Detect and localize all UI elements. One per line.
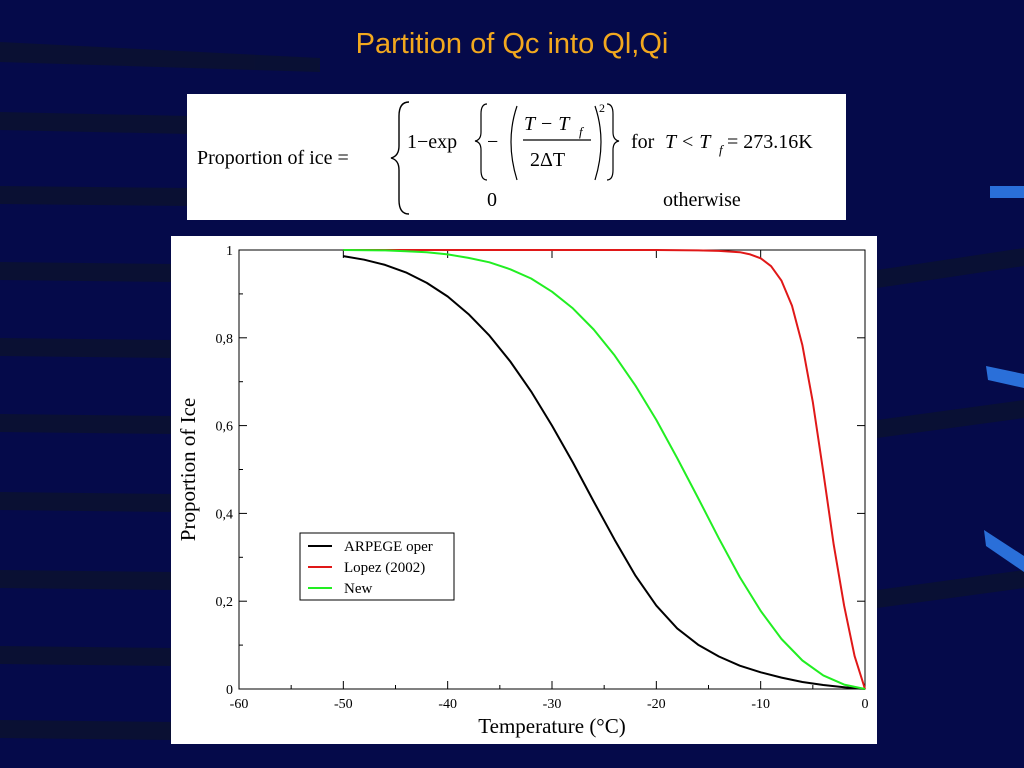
series-line-0 [343, 255, 866, 690]
x-tick-label: -20 [647, 697, 666, 712]
background-stripes [0, 42, 1024, 740]
formula: Proportion of ice = 1−exp − T − T f 2ΔT … [197, 101, 813, 215]
line-chart: -60 -50 -40 -30 -20 -10 0 0 0,2 0,4 0,6 0,8 1 Temper… [176, 244, 869, 738]
formula-right-paren [594, 105, 602, 181]
legend-label: Lopez (2002) [344, 560, 425, 576]
formula-condition-subscript: f [719, 142, 725, 157]
series-lines [343, 249, 866, 690]
x-tick-label: -60 [230, 697, 249, 712]
y-tick-label: 0 [226, 683, 233, 698]
background-accent-marks [984, 186, 1024, 572]
formula-condition: T < T [665, 131, 712, 153]
formula-case-brace [390, 101, 410, 215]
chart-panel: -60 -50 -40 -30 -20 -10 0 0 0,2 0,4 0,6 0,8 1 Temper… [171, 236, 877, 744]
y-tick-label: 0,6 [216, 420, 234, 435]
y-tick-label: 0,2 [216, 595, 234, 610]
formula-inner-brace [474, 103, 488, 181]
plot-area-frame [238, 249, 866, 690]
axis-ticks: -60 -50 -40 -30 -20 -10 0 0 0,2 0,4 0,6 0,8 1 [216, 244, 869, 712]
formula-for-keyword: for [631, 131, 655, 153]
series-line-2 [343, 249, 866, 690]
x-tick-label: -50 [334, 697, 353, 712]
formula-minus-sign: − [487, 131, 498, 153]
x-tick-label: -30 [543, 697, 562, 712]
formula-numerator: T − T [524, 113, 571, 135]
y-tick-label: 0,8 [216, 332, 234, 347]
x-tick-label: -40 [438, 697, 457, 712]
legend-label: ARPEGE oper [344, 539, 433, 555]
series-line-1 [343, 249, 866, 690]
y-tick-label: 1 [226, 244, 233, 259]
legend-label: New [344, 581, 372, 597]
slide-title: Partition of Qc into Ql,Qi [355, 28, 669, 60]
formula-lhs: Proportion of ice = [197, 147, 349, 169]
formula-box: Proportion of ice = 1−exp − T − T f 2ΔT … [187, 94, 846, 220]
x-axis-label: Temperature (°C) [478, 714, 625, 738]
formula-condition-value: = 273.16K [727, 131, 813, 153]
y-tick-label: 0,4 [216, 507, 234, 522]
y-axis-label: Proportion of Ice [176, 398, 200, 541]
formula-case2-condition: otherwise [663, 189, 741, 211]
x-tick-label: 0 [862, 697, 869, 712]
formula-left-paren [510, 105, 518, 181]
formula-case2-value: 0 [487, 189, 497, 211]
formula-denominator: 2ΔT [530, 149, 565, 171]
chart-legend: ARPEGE oper Lopez (2002) New [299, 532, 455, 601]
formula-inner-brace-close [606, 103, 620, 181]
formula-exponent: 2 [599, 101, 605, 115]
x-tick-label: -10 [751, 697, 770, 712]
formula-one-minus-exp: 1−exp [407, 131, 457, 153]
formula-numerator-subscript: f [579, 124, 585, 139]
